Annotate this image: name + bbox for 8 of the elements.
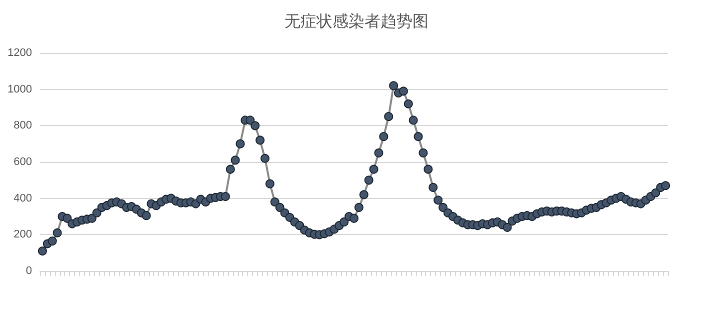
- chart-title: 无症状感染者趋势图: [284, 12, 428, 30]
- y-tick-label: 400: [14, 192, 32, 204]
- y-tick-label: 600: [14, 156, 32, 168]
- y-tick-label: 0: [26, 265, 32, 277]
- y-tick-label: 1200: [8, 47, 32, 59]
- y-tick-label: 800: [14, 120, 32, 132]
- y-tick-label: 200: [14, 228, 32, 241]
- y-tick-label: 1000: [8, 83, 32, 96]
